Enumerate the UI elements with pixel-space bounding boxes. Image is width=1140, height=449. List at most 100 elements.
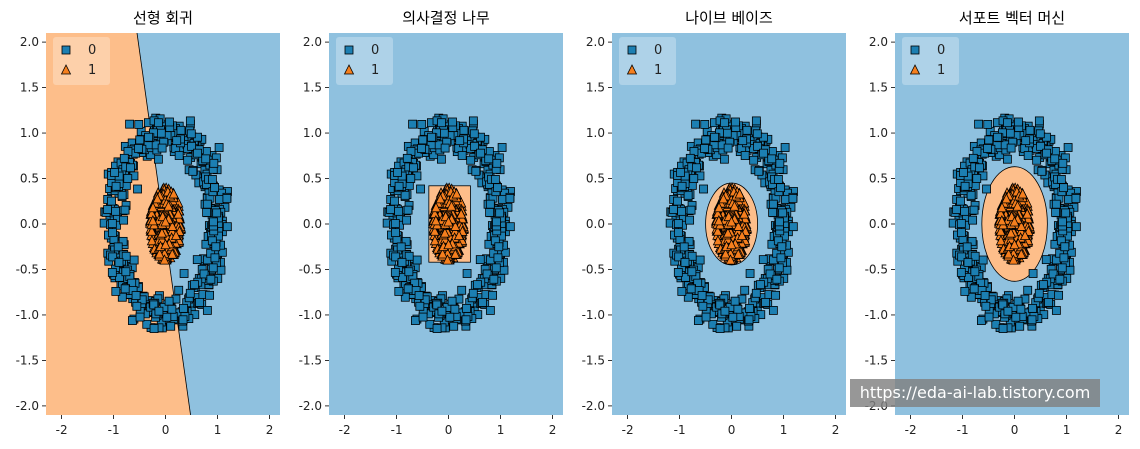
point-class-0 bbox=[447, 296, 457, 306]
point-class-0 bbox=[188, 166, 198, 176]
point-class-0 bbox=[957, 228, 966, 238]
point-class-0 bbox=[202, 199, 212, 209]
point-class-1 bbox=[996, 215, 1008, 226]
point-class-0 bbox=[121, 267, 131, 277]
legend-label: 0 bbox=[654, 43, 662, 58]
y-tick-label: 1.0 bbox=[303, 126, 322, 140]
point-class-1 bbox=[156, 227, 168, 238]
point-class-0 bbox=[199, 269, 209, 279]
point-class-0 bbox=[210, 183, 219, 193]
point-class-0 bbox=[963, 257, 973, 267]
point-class-0 bbox=[1063, 143, 1073, 152]
point-class-0 bbox=[776, 183, 785, 193]
point-class-0 bbox=[673, 268, 683, 277]
point-class-0 bbox=[183, 155, 193, 165]
point-class-0 bbox=[214, 143, 224, 152]
y-tick-label: 2.0 bbox=[20, 35, 39, 49]
point-class-0 bbox=[788, 222, 798, 232]
point-class-0 bbox=[972, 174, 982, 183]
legend-marker-triangle bbox=[909, 64, 921, 75]
point-class-0 bbox=[186, 129, 196, 139]
y-tick-label: 1.0 bbox=[586, 126, 605, 140]
point-class-0 bbox=[1023, 151, 1033, 160]
point-class-0 bbox=[956, 268, 966, 277]
point-class-0 bbox=[698, 301, 708, 311]
legend-marker-triangle bbox=[343, 64, 355, 75]
point-class-0 bbox=[1025, 125, 1035, 135]
point-class-0 bbox=[498, 194, 507, 204]
point-class-1 bbox=[726, 238, 737, 250]
chart-title: 의사결정 나무 bbox=[402, 9, 490, 27]
x-tick-label: 0 bbox=[1011, 423, 1019, 437]
point-class-0 bbox=[108, 228, 117, 238]
legend: 01 bbox=[619, 37, 676, 85]
point-class-0 bbox=[398, 272, 407, 282]
x-tick-label: 2 bbox=[549, 423, 557, 437]
y-tick-label: 0.0 bbox=[869, 217, 888, 231]
point-class-0 bbox=[674, 252, 684, 262]
point-class-0 bbox=[459, 125, 469, 135]
point-class-0 bbox=[187, 141, 196, 151]
point-class-0 bbox=[394, 181, 404, 191]
legend-label: 0 bbox=[937, 43, 945, 58]
point-class-0 bbox=[179, 303, 188, 313]
point-class-0 bbox=[775, 158, 785, 168]
point-class-0 bbox=[966, 190, 976, 200]
point-class-0 bbox=[404, 267, 414, 277]
point-class-0 bbox=[754, 166, 764, 176]
point-class-0 bbox=[740, 285, 750, 295]
point-class-0 bbox=[772, 274, 782, 284]
point-class-0 bbox=[412, 255, 422, 265]
point-class-0 bbox=[471, 166, 481, 176]
point-class-0 bbox=[742, 125, 752, 135]
point-class-0 bbox=[1035, 129, 1045, 139]
point-class-1 bbox=[430, 215, 442, 226]
chart-panel-2: 의사결정 나무-2 -1 0 1 2-2.0-1.5-1.0-0.50.00.51.01… bbox=[299, 9, 563, 437]
point-class-0 bbox=[437, 118, 446, 128]
point-class-1 bbox=[713, 215, 725, 226]
point-class-0 bbox=[457, 151, 467, 160]
point-class-0 bbox=[984, 312, 994, 322]
point-class-0 bbox=[410, 316, 420, 325]
x-tick-label: 1 bbox=[1063, 423, 1071, 437]
point-class-0 bbox=[677, 286, 687, 296]
y-tick-label: 0.5 bbox=[303, 172, 322, 186]
point-class-0 bbox=[1003, 118, 1012, 128]
point-class-0 bbox=[715, 300, 725, 310]
point-class-0 bbox=[982, 184, 991, 194]
point-class-0 bbox=[975, 163, 984, 173]
point-class-0 bbox=[964, 272, 973, 282]
point-class-0 bbox=[1011, 312, 1021, 322]
point-class-0 bbox=[969, 284, 979, 294]
point-class-0 bbox=[469, 129, 479, 139]
point-class-0 bbox=[495, 208, 505, 218]
point-class-0 bbox=[774, 263, 784, 273]
point-class-0 bbox=[744, 315, 754, 325]
point-class-0 bbox=[114, 257, 124, 267]
point-class-0 bbox=[172, 136, 182, 146]
point-class-0 bbox=[406, 174, 416, 183]
point-class-0 bbox=[418, 135, 428, 145]
point-class-0 bbox=[768, 199, 778, 209]
y-tick-label: -0.5 bbox=[582, 262, 605, 276]
point-class-1 bbox=[146, 234, 158, 246]
point-class-0 bbox=[740, 151, 750, 160]
point-class-0 bbox=[126, 163, 135, 173]
y-tick-label: 1.5 bbox=[586, 81, 605, 95]
point-class-1 bbox=[712, 225, 723, 236]
point-class-0 bbox=[781, 194, 790, 204]
point-class-0 bbox=[403, 205, 413, 215]
point-class-0 bbox=[108, 252, 118, 262]
point-class-0 bbox=[969, 205, 979, 215]
chart-title: 나이브 베이즈 bbox=[685, 9, 773, 27]
points-group bbox=[382, 113, 515, 333]
point-class-0 bbox=[700, 120, 710, 129]
x-tick-label: -2 bbox=[339, 423, 351, 437]
point-class-0 bbox=[107, 268, 117, 277]
point-class-0 bbox=[207, 175, 217, 184]
point-class-1 bbox=[435, 192, 446, 204]
point-class-0 bbox=[976, 316, 986, 325]
x-tick-label: 1 bbox=[780, 423, 788, 437]
point-class-0 bbox=[505, 222, 515, 232]
point-class-1 bbox=[729, 200, 740, 211]
